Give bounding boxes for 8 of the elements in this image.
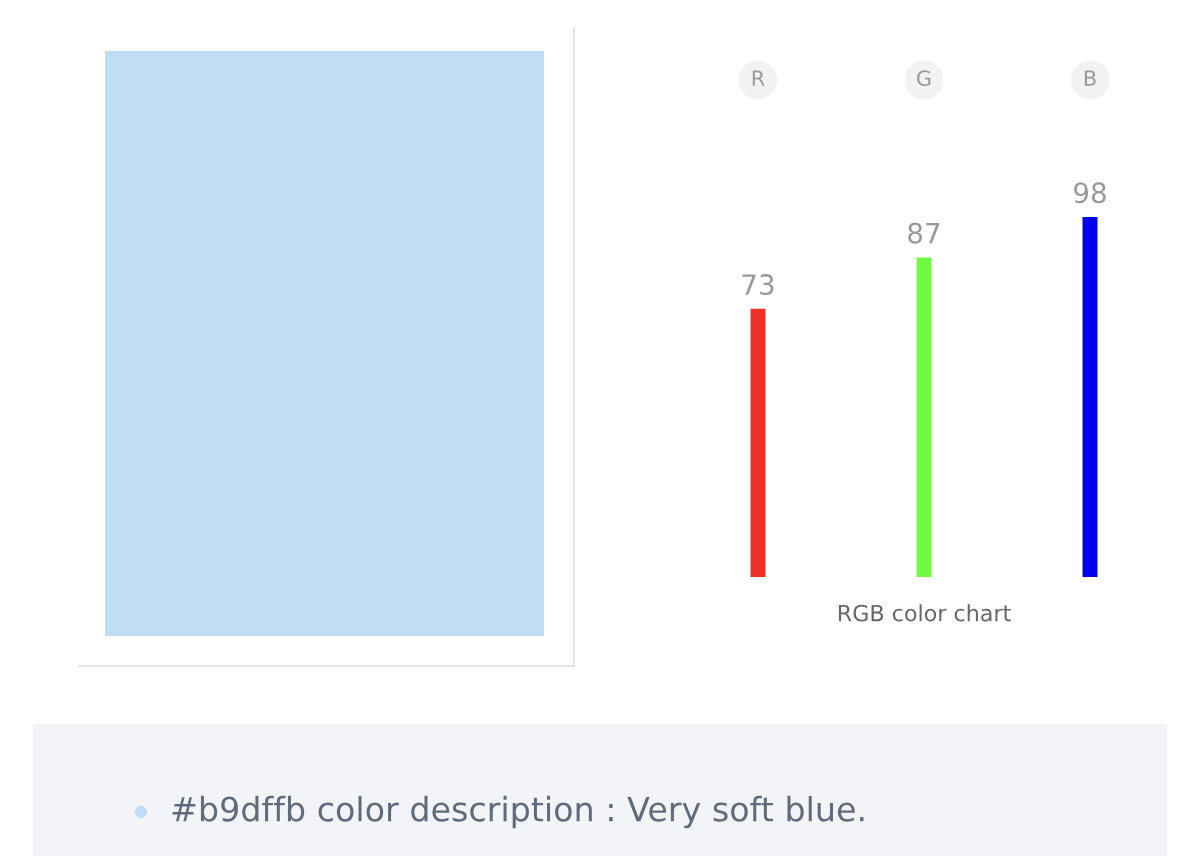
x-tick-label: G	[917, 70, 931, 87]
data-label: 73	[742, 274, 774, 296]
text: #b9dffb color description : Very soft blue.	[172, 795, 864, 829]
text: RGB color chart	[838, 604, 1011, 622]
x-tick-label: B	[1084, 70, 1096, 86]
data-label: 98	[1074, 182, 1106, 204]
data-label: 87	[908, 222, 940, 244]
x-tick-label: R	[752, 70, 765, 86]
